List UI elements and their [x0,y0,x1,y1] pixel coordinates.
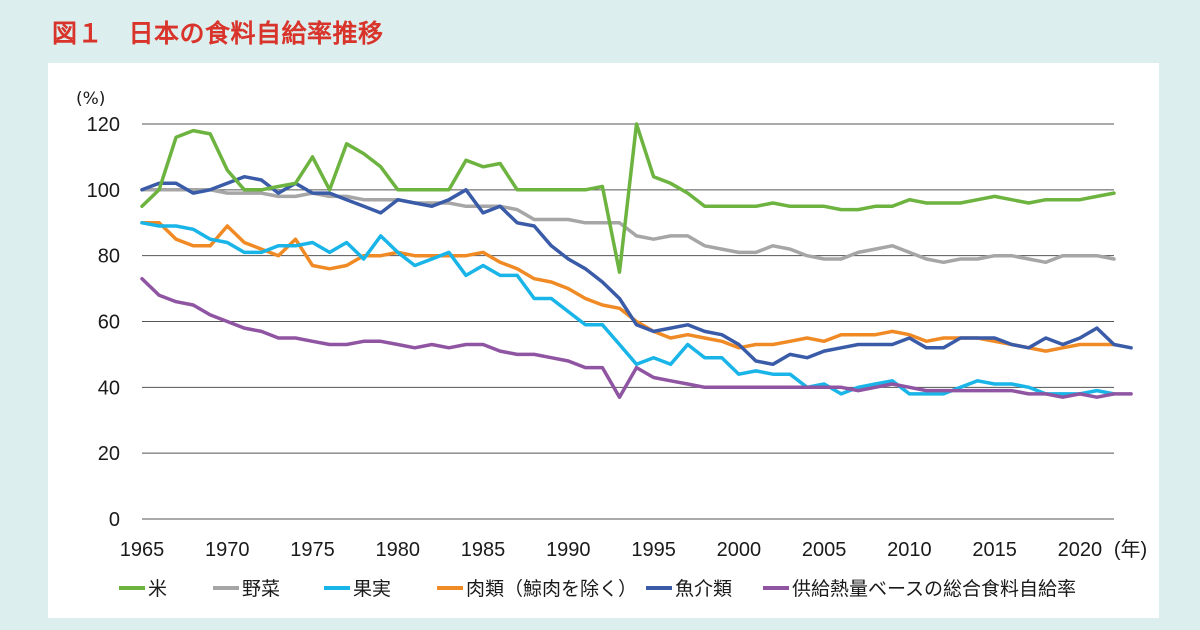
x-tick-label-2000: 2000 [717,539,762,561]
series-line-4 [140,174,1133,367]
legend-label-1: 野菜 [242,578,280,600]
y-tick-label-40: 40 [98,377,120,399]
y-tick-label-120: 120 [87,114,120,136]
x-tick-label-1975: 1975 [290,539,335,561]
x-tick-label-2020: 2020 [1058,539,1103,561]
series-line-1 [140,188,1116,265]
x-tick-label-1990: 1990 [546,539,591,561]
axes: (%) (年) 1965 1970 1975 1980 1985 1990 1995 2000… [76,89,1147,561]
y-tick-label-0: 0 [109,509,120,531]
chart-title: 図１ 日本の食料自給率推移 [52,19,384,48]
x-tick-label-1985: 1985 [461,539,506,561]
x-tick-label-1980: 1980 [376,539,421,561]
series-line-3 [140,221,1116,353]
x-tick-label-2005: 2005 [802,539,847,561]
line-chart: 0 20 40 60 80 100 120 (%) (年) 1965 1970 1975 1980… [76,89,1147,600]
x-tick-label-1970: 1970 [205,539,250,561]
y-axis-unit-label: (%) [76,89,105,109]
series-lines [140,122,1133,399]
x-tick-label-1965: 1965 [120,539,165,561]
y-tick-label-100: 100 [87,180,120,202]
legend-label-3: 肉類（鯨肉を除く） [466,578,637,600]
x-tick-label-2010: 2010 [887,539,932,561]
y-tick-label-60: 60 [98,312,120,334]
y-tick-label-20: 20 [98,443,120,465]
legend-label-4: 魚介類 [675,578,732,600]
series-line-0 [140,122,1116,274]
y-tick-label-80: 80 [98,246,120,268]
plot-panel: 0 20 40 60 80 100 120 (%) (年) 1965 1970 1975 1980… [48,63,1159,618]
series-line-5 [140,276,1133,399]
legend-label-2: 果実 [353,578,391,600]
x-tick-label-2015: 2015 [972,539,1017,561]
legend-label-5: 供給熱量ベースの総合食料自給率 [792,578,1076,600]
legend-label-0: 米 [148,578,167,600]
x-tick-label-1995: 1995 [631,539,676,561]
legend: 米 野菜 果実 肉類（鯨肉を除く） 魚介類 供給熱量ベースの総合食料自給率 [119,578,1076,600]
x-axis-unit-label: (年) [1114,538,1147,561]
